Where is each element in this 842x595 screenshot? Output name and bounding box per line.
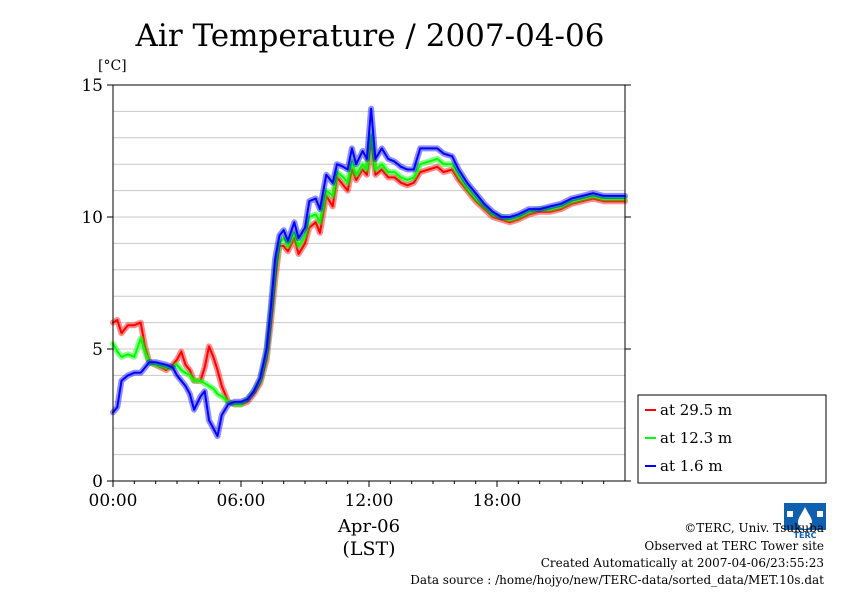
legend-label: at 29.5 m [660, 401, 732, 419]
x-axis-label-unit: (LST) [342, 538, 395, 560]
footer-site: Observed at TERC Tower site [644, 539, 824, 553]
x-tick-label: 12:00 [345, 491, 394, 511]
x-tick-label: 18:00 [473, 491, 522, 511]
y-tick-label: 0 [92, 472, 103, 492]
logo-text: TERC [794, 531, 817, 539]
axis-ticks: 0 5 10 15 00:00 06:00 12:00 18:00 [81, 76, 631, 511]
y-tick-label: 10 [81, 208, 103, 228]
x-axis-label-date: Apr-06 [337, 516, 400, 537]
legend-label: at 12.3 m [660, 429, 732, 447]
series-line [112, 134, 626, 406]
series-1 [110, 132, 628, 408]
x-tick-label: 06:00 [217, 491, 266, 511]
series-0 [110, 137, 628, 408]
series-line-halo [110, 137, 628, 408]
chart-title: Air Temperature / 2007-04-06 [135, 18, 605, 54]
footer-copyright: ©TERC, Univ. Tsukuba [684, 521, 824, 535]
y-unit-label: [°C] [98, 58, 127, 74]
series-line [112, 107, 626, 438]
legend: at 29.5 m at 12.3 m at 1.6 m [637, 394, 827, 484]
legend-frame [637, 394, 827, 484]
series-line [112, 139, 626, 406]
plot-series [110, 105, 628, 440]
series-2 [110, 105, 628, 440]
y-tick-label: 15 [81, 76, 103, 96]
x-tick-label: 00:00 [89, 491, 138, 511]
footer-created: Created Automatically at 2007-04-06/23:5… [540, 556, 824, 570]
legend-label: at 1.6 m [660, 457, 723, 475]
y-tick-label: 5 [92, 340, 103, 360]
series-line-halo [110, 105, 628, 440]
terc-logo: TERC [784, 503, 826, 540]
footer-source: Data source : /home/hojyo/new/TERC-data/… [410, 573, 824, 587]
